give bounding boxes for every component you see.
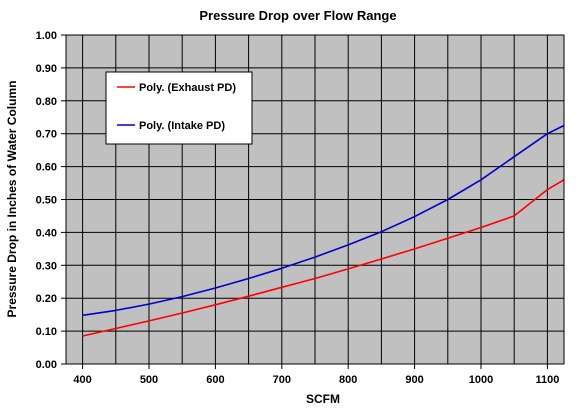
legend-label-intake: Poly. (Intake PD) [139,120,225,132]
y-tick-label: 0.10 [36,326,57,338]
series-line-intake [82,124,565,317]
y-axis-ticks: 0.00 0.10 0.20 0.30 0.40 0.50 0.60 0.70 0.80 0.90… [36,30,66,371]
legend-box [105,71,253,145]
y-tick-label: 0.60 [36,162,57,174]
y-tick-label: 0.00 [36,359,57,371]
y-tick-label: 0.20 [36,293,57,305]
y-tick-label: 0.70 [36,129,57,141]
y-tick-label: 0.30 [36,260,57,272]
x-tick-label: 600 [206,374,224,386]
series-line-exhaust [82,179,565,337]
y-tick-label: 1.00 [36,30,57,42]
x-axis-label: SCFM [306,392,340,406]
y-tick-label: 0.40 [36,227,57,239]
chart-title: Pressure Drop over Flow Range [199,8,396,23]
x-tick-label: 800 [339,374,357,386]
x-tick-label: 400 [73,374,91,386]
y-tick-label: 0.80 [36,96,57,108]
x-tick-label: 1100 [535,374,559,386]
y-tick-label: 0.50 [36,195,57,207]
legend-label-exhaust: Poly. (Exhaust PD) [139,82,236,94]
legend: Poly. (Exhaust PD) Poly. (Intake PD) [105,71,253,145]
x-tick-label: 1000 [469,374,493,386]
y-axis-label: Pressure Drop in Inches of Water Column [5,81,19,318]
x-tick-label: 700 [273,374,291,386]
x-tick-label: 500 [140,374,158,386]
y-tick-label: 0.90 [36,63,57,75]
x-axis-ticks: 400 500 600 700 800 900 1000 1100 [73,364,559,386]
series-lines [82,124,565,337]
x-tick-label: 900 [405,374,423,386]
